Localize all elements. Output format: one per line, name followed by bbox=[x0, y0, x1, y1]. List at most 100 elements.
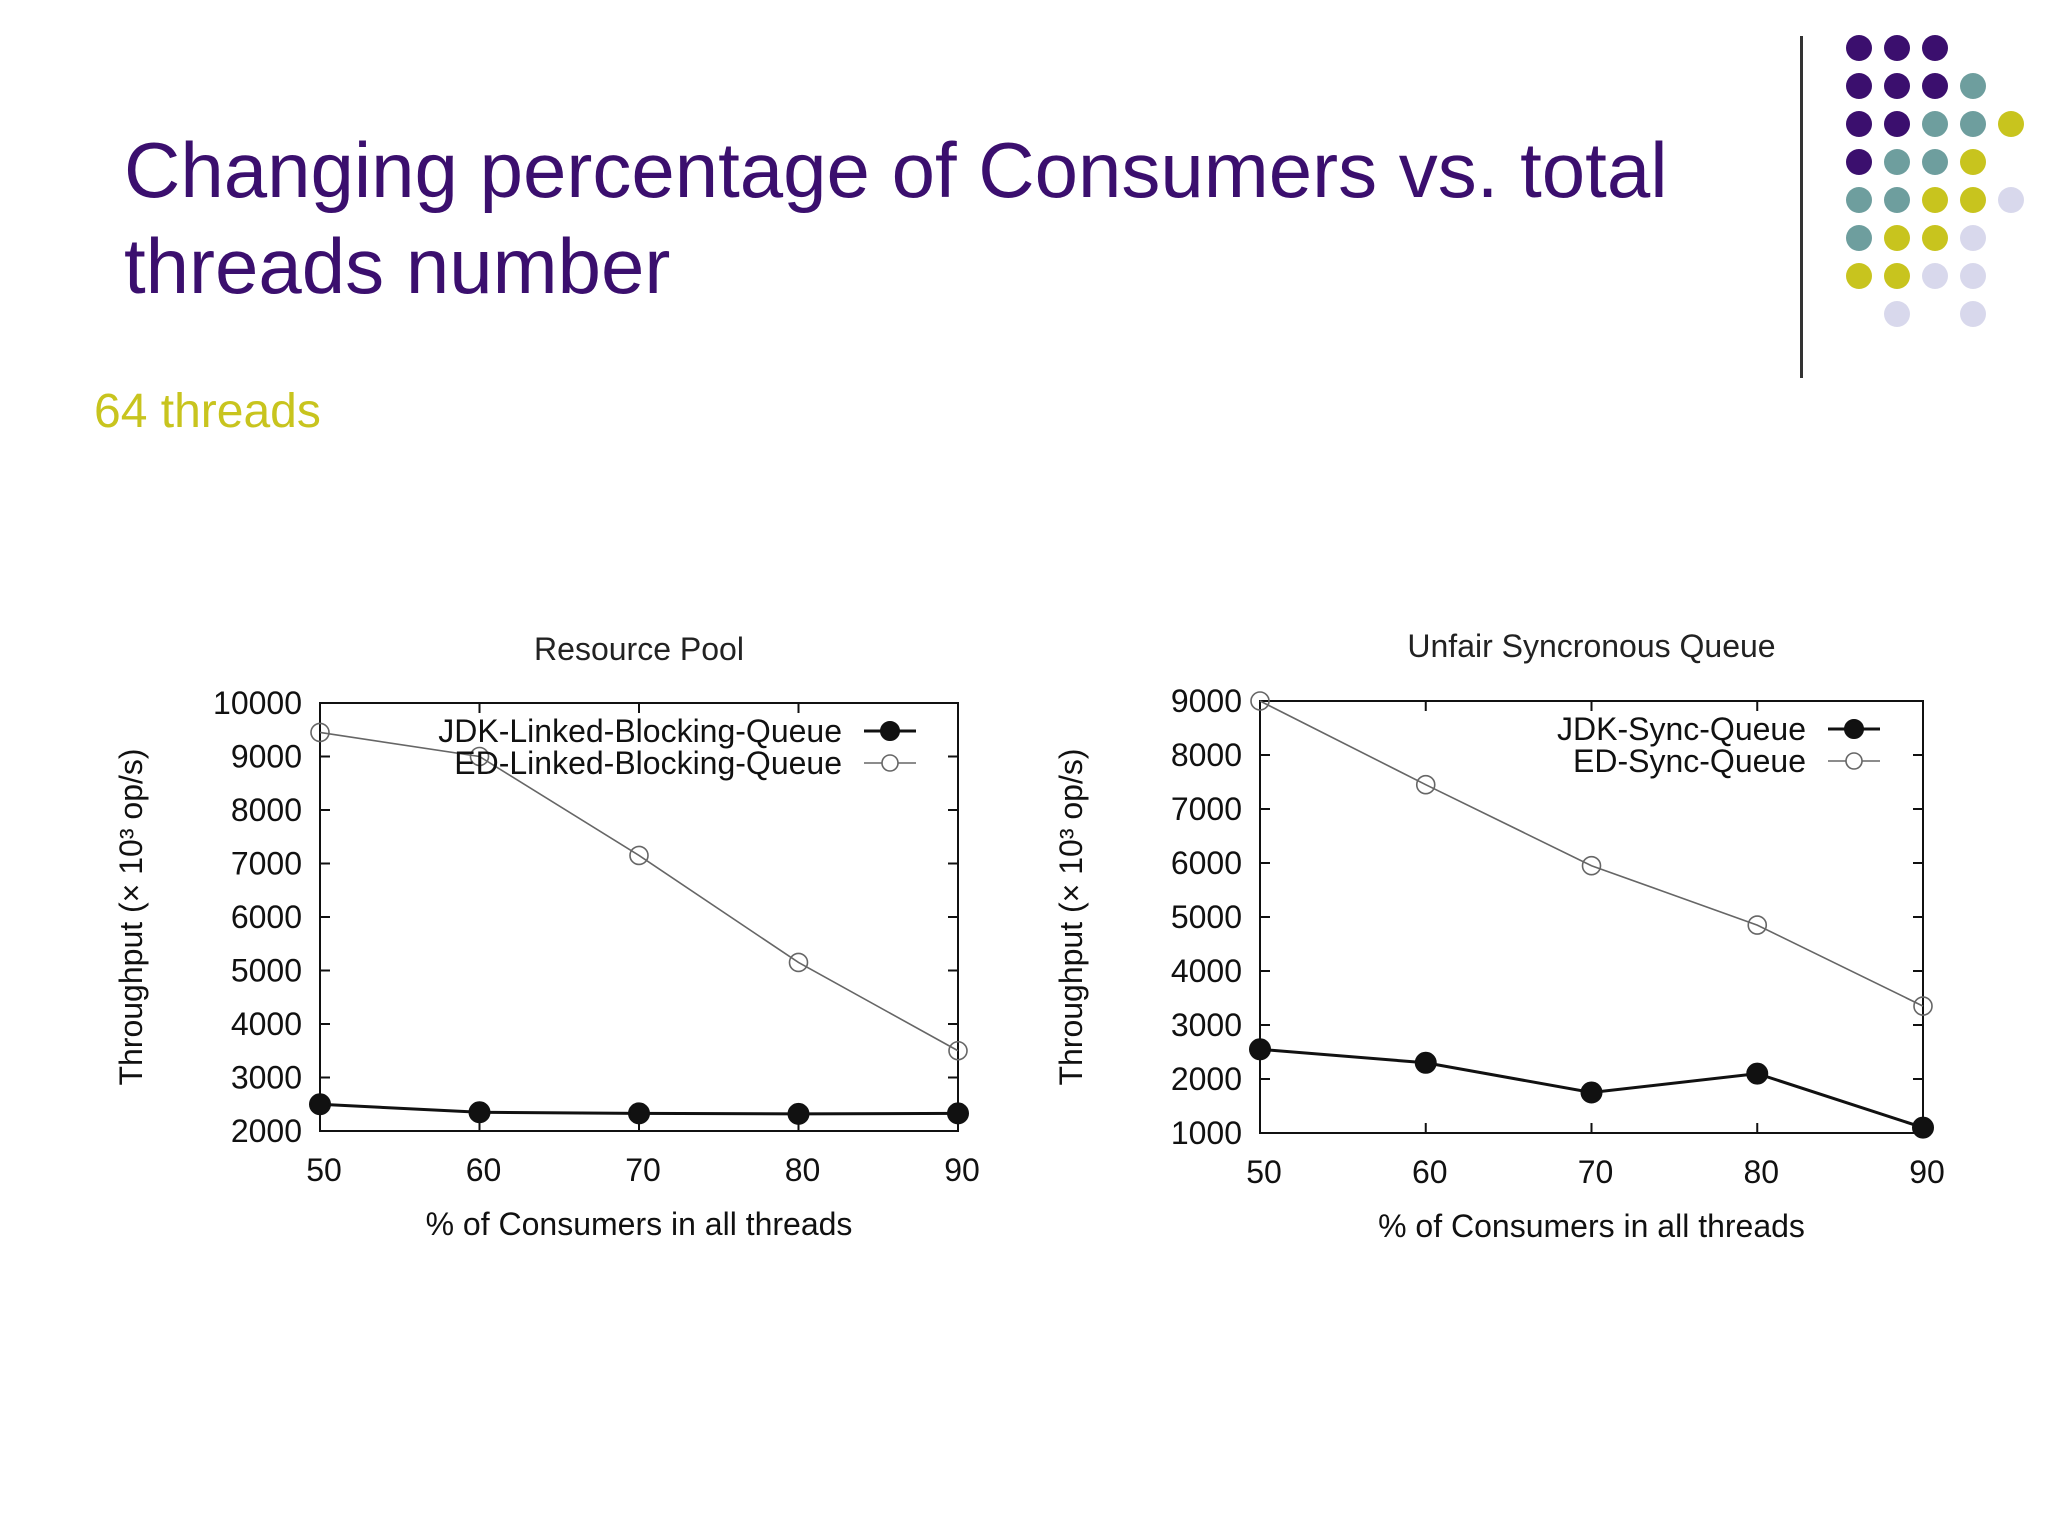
y-tick-label: 5000 bbox=[231, 953, 302, 989]
chart-title: Resource Pool bbox=[534, 631, 744, 667]
y-axis-label: Throughput (× 10³ op/s) bbox=[1053, 748, 1089, 1085]
y-tick-label: 1000 bbox=[1171, 1115, 1242, 1151]
y-tick-label: 2000 bbox=[231, 1113, 302, 1149]
data-point bbox=[629, 845, 649, 866]
decorative-dot bbox=[1960, 263, 1986, 289]
data-point bbox=[1249, 1038, 1271, 1061]
data-point bbox=[469, 746, 490, 767]
decorative-dot-grid bbox=[1846, 35, 2024, 327]
data-point bbox=[1913, 996, 1933, 1016]
y-tick-label: 10000 bbox=[213, 685, 302, 721]
chart-title: Unfair Syncronous Queue bbox=[1407, 628, 1775, 664]
x-tick-label: 50 bbox=[1246, 1154, 1282, 1190]
y-tick-label: 9000 bbox=[1171, 683, 1242, 719]
decorative-dot bbox=[1922, 73, 1948, 99]
decorative-dot bbox=[1846, 73, 1872, 99]
data-point bbox=[787, 1102, 810, 1125]
decorative-dot bbox=[1846, 149, 1872, 175]
data-point bbox=[1414, 1051, 1437, 1074]
decorative-dot bbox=[1922, 111, 1948, 137]
decorative-dot bbox=[1960, 187, 1986, 213]
series-line bbox=[1259, 700, 1924, 1007]
y-tick-label: 5000 bbox=[1171, 899, 1242, 935]
y-tick-label: 7000 bbox=[1171, 791, 1242, 827]
y-tick-label: 3000 bbox=[1171, 1007, 1242, 1043]
legend-swatch-marker bbox=[880, 721, 900, 741]
decorative-dot bbox=[1884, 111, 1910, 137]
data-point bbox=[468, 1101, 491, 1124]
x-tick-label: 80 bbox=[785, 1152, 821, 1188]
data-point bbox=[1912, 1116, 1934, 1139]
y-axis-label: Throughput (× 10³ op/s) bbox=[113, 748, 149, 1085]
decorative-dot bbox=[1960, 149, 1986, 175]
decorative-dot bbox=[1998, 187, 2024, 213]
legend-label: ED-Sync-Queue bbox=[1573, 743, 1806, 779]
decorative-dot bbox=[1884, 187, 1910, 213]
data-point bbox=[628, 1102, 650, 1125]
decorative-dot bbox=[1846, 225, 1872, 251]
decorative-dot bbox=[1884, 263, 1910, 289]
decorative-dot bbox=[1884, 35, 1910, 61]
legend-swatch-marker bbox=[1844, 719, 1864, 739]
decorative-dot bbox=[1922, 149, 1948, 175]
slide-title: Changing percentage of Consumers vs. tot… bbox=[124, 126, 1668, 310]
decorative-dot bbox=[1884, 225, 1910, 251]
decorative-dot bbox=[1884, 73, 1910, 99]
x-tick-label: 50 bbox=[306, 1152, 342, 1188]
y-tick-label: 6000 bbox=[231, 899, 302, 935]
y-tick-label: 8000 bbox=[231, 792, 302, 828]
y-tick-label: 6000 bbox=[1171, 845, 1242, 881]
y-tick-label: 3000 bbox=[231, 1060, 302, 1096]
series-line bbox=[319, 731, 959, 1052]
x-axis-label: % of Consumers in all threads bbox=[426, 1206, 853, 1242]
divider-line bbox=[1800, 36, 1803, 378]
data-point bbox=[1581, 855, 1602, 876]
decorative-dot bbox=[1922, 263, 1948, 289]
x-tick-label: 60 bbox=[466, 1152, 502, 1188]
data-point bbox=[1580, 1081, 1603, 1104]
x-tick-label: 80 bbox=[1743, 1154, 1779, 1190]
decorative-dot bbox=[1960, 111, 1986, 137]
legend-label: JDK-Sync-Queue bbox=[1557, 711, 1806, 747]
y-tick-label: 9000 bbox=[231, 739, 302, 775]
decorative-dot bbox=[1922, 225, 1948, 251]
slide-subtitle: 64 threads bbox=[94, 385, 321, 438]
data-point bbox=[947, 1102, 969, 1125]
legend-swatch-marker bbox=[1845, 752, 1863, 770]
x-tick-label: 70 bbox=[1578, 1154, 1614, 1190]
x-tick-label: 90 bbox=[1909, 1154, 1945, 1190]
decorative-dot bbox=[1884, 301, 1910, 327]
x-tick-label: 70 bbox=[625, 1152, 661, 1188]
data-point bbox=[948, 1040, 968, 1061]
decorative-dot bbox=[1846, 35, 1872, 61]
data-point bbox=[1747, 915, 1768, 935]
decorative-dot bbox=[1960, 73, 1986, 99]
data-point bbox=[788, 952, 809, 973]
chart-unfair-synchronous-queue: Unfair Syncronous Queue 1000 2000 3000 4000 5… bbox=[1053, 628, 1945, 1244]
decorative-dot bbox=[1884, 149, 1910, 175]
data-point bbox=[1746, 1062, 1769, 1085]
decorative-dot bbox=[1846, 111, 1872, 137]
data-point bbox=[1415, 774, 1436, 795]
decorative-dot bbox=[1846, 187, 1872, 213]
data-point bbox=[310, 722, 330, 743]
data-point bbox=[309, 1093, 331, 1116]
y-tick-label: 8000 bbox=[1171, 737, 1242, 773]
x-tick-label: 60 bbox=[1412, 1154, 1448, 1190]
decorative-dot bbox=[1846, 263, 1872, 289]
legend-label: JDK-Linked-Blocking-Queue bbox=[438, 713, 842, 749]
y-tick-label: 7000 bbox=[231, 846, 302, 882]
y-tick-label: 2000 bbox=[1171, 1061, 1242, 1097]
decorative-dot bbox=[1922, 187, 1948, 213]
y-tick-label: 4000 bbox=[231, 1006, 302, 1042]
decorative-dot bbox=[1998, 111, 2024, 137]
legend-swatch-marker bbox=[881, 754, 899, 772]
decorative-dot bbox=[1960, 225, 1986, 251]
x-axis-label: % of Consumers in all threads bbox=[1378, 1208, 1805, 1244]
x-tick-label: 90 bbox=[944, 1152, 980, 1188]
decorative-dot bbox=[1922, 35, 1948, 61]
y-tick-label: 4000 bbox=[1171, 953, 1242, 989]
data-point bbox=[1250, 691, 1270, 711]
legend-label: ED-Linked-Blocking-Queue bbox=[454, 745, 842, 781]
chart-resource-pool: Resource Pool 2000 3000 4000 5000 6000 7000 800… bbox=[113, 631, 980, 1242]
